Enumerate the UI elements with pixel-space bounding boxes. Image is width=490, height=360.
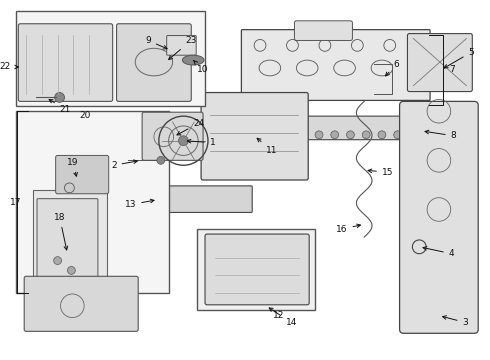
Circle shape <box>178 136 188 145</box>
Circle shape <box>331 131 339 139</box>
Text: 24: 24 <box>177 118 204 135</box>
Circle shape <box>346 131 354 139</box>
Text: 18: 18 <box>54 213 68 250</box>
FancyBboxPatch shape <box>147 186 252 212</box>
Text: 9: 9 <box>145 36 167 49</box>
FancyBboxPatch shape <box>56 156 109 194</box>
Text: 14: 14 <box>269 308 297 327</box>
Text: 5: 5 <box>444 48 474 68</box>
Text: 16: 16 <box>336 224 361 234</box>
FancyBboxPatch shape <box>142 112 203 160</box>
Circle shape <box>393 131 402 139</box>
Text: 10: 10 <box>194 60 209 75</box>
FancyBboxPatch shape <box>408 33 472 91</box>
Circle shape <box>54 257 62 265</box>
Circle shape <box>284 131 292 139</box>
Text: 13: 13 <box>125 199 154 209</box>
Bar <box>16 111 169 293</box>
Text: 11: 11 <box>257 138 277 155</box>
FancyBboxPatch shape <box>294 21 352 40</box>
Bar <box>16 11 205 106</box>
Text: 12: 12 <box>273 311 284 320</box>
Bar <box>197 229 315 310</box>
Text: 17: 17 <box>10 198 22 207</box>
Text: 3: 3 <box>442 316 468 327</box>
Text: 8: 8 <box>425 130 457 140</box>
Text: 7: 7 <box>449 66 455 75</box>
Text: 22: 22 <box>0 63 19 72</box>
Circle shape <box>362 131 370 139</box>
Text: 20: 20 <box>79 111 91 120</box>
Text: 21: 21 <box>49 99 71 114</box>
Circle shape <box>268 131 276 139</box>
Text: 1: 1 <box>187 138 216 147</box>
Circle shape <box>378 131 386 139</box>
FancyBboxPatch shape <box>18 24 113 102</box>
FancyBboxPatch shape <box>24 276 138 331</box>
FancyBboxPatch shape <box>242 30 430 100</box>
FancyBboxPatch shape <box>201 93 308 180</box>
Bar <box>33 190 107 283</box>
Text: 15: 15 <box>368 168 393 177</box>
Circle shape <box>68 266 75 274</box>
FancyBboxPatch shape <box>117 24 191 102</box>
Circle shape <box>55 93 65 102</box>
FancyBboxPatch shape <box>205 234 309 305</box>
Circle shape <box>252 131 260 139</box>
FancyBboxPatch shape <box>245 116 424 140</box>
Text: 19: 19 <box>68 158 79 176</box>
Circle shape <box>157 156 165 164</box>
Text: 4: 4 <box>423 247 454 258</box>
Text: 6: 6 <box>386 59 399 76</box>
FancyBboxPatch shape <box>399 102 478 333</box>
Ellipse shape <box>182 55 204 65</box>
FancyBboxPatch shape <box>167 36 196 55</box>
FancyBboxPatch shape <box>37 199 98 279</box>
Text: 2: 2 <box>111 160 137 170</box>
Text: 23: 23 <box>169 36 197 59</box>
Circle shape <box>315 131 323 139</box>
Circle shape <box>299 131 307 139</box>
